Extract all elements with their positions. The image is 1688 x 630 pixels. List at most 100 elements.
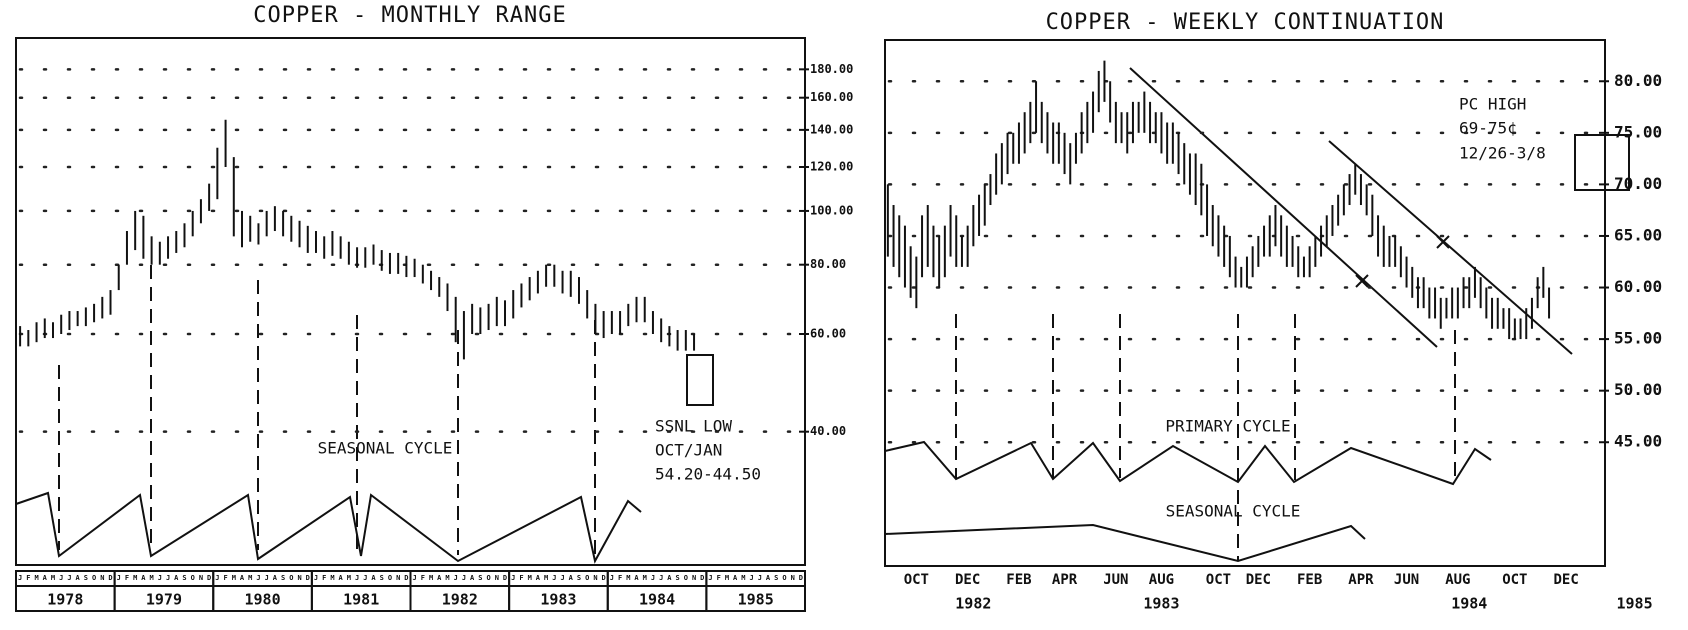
- x-tick-label: M: [528, 574, 532, 582]
- y-tick-label: 45.00: [1614, 432, 1662, 451]
- x-tick-label: J: [117, 574, 121, 582]
- x-tick-label: D: [404, 574, 408, 582]
- x-tick-label: J: [67, 574, 71, 582]
- y-tick-label: 70.00: [1614, 174, 1662, 193]
- x-tick-label: OCT: [1206, 572, 1231, 588]
- y-tick-label: 140.00: [810, 122, 853, 136]
- year-label: 1985: [738, 591, 774, 609]
- plot-frame: [15, 37, 806, 566]
- x-tick-label: J: [610, 574, 614, 582]
- x-tick-label: O: [486, 574, 490, 582]
- x-tick-label: N: [495, 574, 499, 582]
- x-tick-label: S: [577, 574, 581, 582]
- x-tick-label: J: [256, 574, 260, 582]
- x-tick-label: A: [339, 574, 344, 582]
- x-tick-label: J: [511, 574, 515, 582]
- x-tick-label: OCT: [904, 572, 929, 588]
- annotation: OCT/JAN: [655, 441, 722, 460]
- x-tick-label: J: [552, 574, 556, 582]
- year-label: 1982: [442, 591, 478, 609]
- annotation: SEASONAL CYCLE: [1166, 502, 1301, 521]
- x-tick-label: N: [692, 574, 696, 582]
- year-label: 1978: [47, 591, 83, 609]
- x-tick-label: N: [100, 574, 104, 582]
- x-tick-label: J: [314, 574, 318, 582]
- x-tick-label: F: [26, 574, 30, 582]
- x-tick-label: F: [519, 574, 523, 582]
- y-tick-label: 80.00: [810, 257, 846, 271]
- year-label: 1979: [146, 591, 182, 609]
- x-tick-label: A: [174, 574, 179, 582]
- x-tick-label: S: [84, 574, 88, 582]
- x-tick-label: A: [141, 574, 146, 582]
- x-tick-label: A: [76, 574, 81, 582]
- x-tick-label: A: [569, 574, 574, 582]
- annotation: PRIMARY CYCLE: [1165, 417, 1290, 436]
- x-tick-label: O: [289, 574, 293, 582]
- x-tick-label: FEB: [1297, 572, 1322, 588]
- y-tick-label: 50.00: [1614, 380, 1662, 399]
- x-tick-label: J: [363, 574, 367, 582]
- annotation: 12/26-3/8: [1459, 144, 1546, 163]
- x-tick-label: J: [215, 574, 219, 582]
- year-label: 1983: [540, 591, 576, 609]
- x-tick-label: A: [470, 574, 475, 582]
- x-tick-label: J: [651, 574, 655, 582]
- seasonal-cycle-line: [15, 491, 642, 564]
- x-tick-label: S: [676, 574, 680, 582]
- annotation: 54.20-44.50: [655, 465, 761, 484]
- x-tick-label: A: [536, 574, 541, 582]
- x-tick-label: M: [643, 574, 647, 582]
- x-tick-label: O: [782, 574, 786, 582]
- target-box: [686, 354, 714, 406]
- x-tick-label: J: [59, 574, 63, 582]
- cross-marker: [1355, 235, 1450, 288]
- x-tick-label: N: [396, 574, 400, 582]
- x-tick-label: APR: [1052, 572, 1078, 588]
- year-label: 1984: [639, 591, 675, 609]
- x-tick-label: S: [774, 574, 778, 582]
- y-tick-label: 80.00: [1614, 71, 1662, 90]
- x-tick-label: J: [454, 574, 458, 582]
- x-tick-label: A: [634, 574, 639, 582]
- x-tick-label: D: [108, 574, 112, 582]
- x-tick-label: O: [684, 574, 688, 582]
- y-tick-label: 65.00: [1614, 225, 1662, 244]
- x-tick-label: F: [322, 574, 326, 582]
- x-tick-label: D: [602, 574, 606, 582]
- x-tick-label: M: [133, 574, 137, 582]
- x-tick-label: DEC: [955, 572, 980, 588]
- x-tick-label: S: [281, 574, 285, 582]
- target-box: [1574, 134, 1630, 191]
- x-tick-label: M: [445, 574, 449, 582]
- x-tick-label: OCT: [1502, 572, 1527, 588]
- x-tick-label: APR: [1348, 572, 1374, 588]
- x-tick-label: AUG: [1149, 572, 1174, 588]
- y-tick-label: 75.00: [1614, 122, 1662, 141]
- x-tick-label: J: [708, 574, 712, 582]
- y-tick-label: 55.00: [1614, 329, 1662, 348]
- y-tick-label: 100.00: [810, 203, 853, 217]
- y-tick-label: 60.00: [810, 327, 846, 341]
- x-tick-label: J: [18, 574, 22, 582]
- x-tick-label: A: [437, 574, 442, 582]
- x-tick-label: JUN: [1103, 572, 1128, 588]
- x-tick-label: D: [799, 574, 803, 582]
- y-tick-label: 160.00: [810, 90, 853, 104]
- year-label: 1982: [955, 595, 991, 613]
- chart-title: COPPER - WEEKLY CONTINUATION: [1046, 10, 1445, 35]
- x-tick-label: J: [749, 574, 753, 582]
- x-tick-label: D: [306, 574, 310, 582]
- y-tick-label: 120.00: [810, 160, 853, 174]
- x-tick-label: O: [388, 574, 392, 582]
- x-tick-label: N: [297, 574, 301, 582]
- x-tick-label: N: [791, 574, 795, 582]
- plot-frame: [884, 39, 1606, 567]
- x-tick-label: M: [34, 574, 38, 582]
- x-tick-label: S: [380, 574, 384, 582]
- x-tick-label: O: [92, 574, 96, 582]
- seasonal-cycle-line: [884, 523, 1366, 563]
- x-tick-label: F: [618, 574, 622, 582]
- x-tick-label: M: [248, 574, 252, 582]
- x-tick-label: M: [232, 574, 236, 582]
